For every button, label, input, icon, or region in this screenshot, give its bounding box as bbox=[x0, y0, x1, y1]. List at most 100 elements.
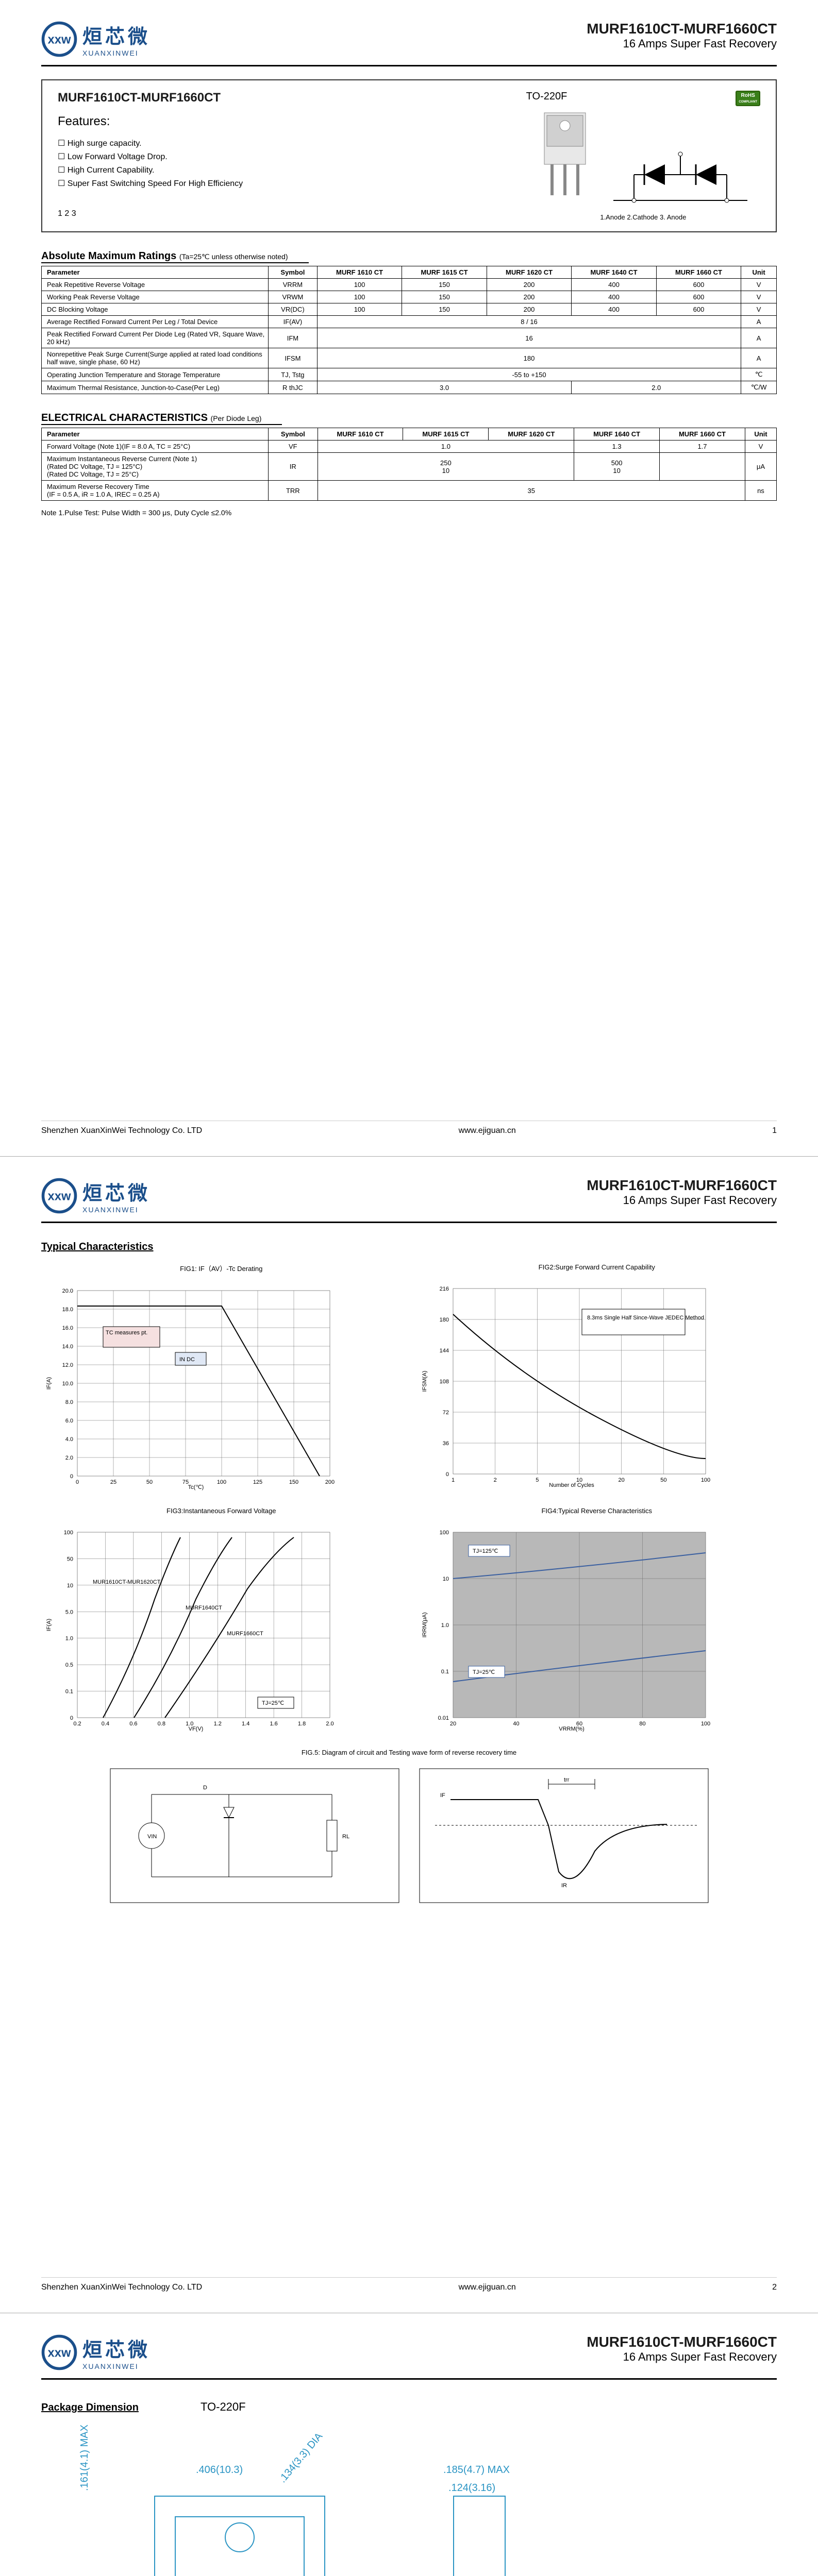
brand-en: XUANXINWEI bbox=[82, 1206, 151, 1214]
table-row: DC Blocking VoltageVR(DC)100150200400600… bbox=[42, 303, 777, 316]
logo: xxw 烜芯微 XUANXINWEI bbox=[41, 1177, 151, 1214]
svg-text:216: 216 bbox=[439, 1286, 448, 1292]
svg-text:40: 40 bbox=[513, 1721, 519, 1727]
abs-max-title: Absolute Maximum Ratings bbox=[41, 250, 176, 262]
page-footer: Shenzhen XuanXinWei Technology Co. LTD w… bbox=[41, 2277, 777, 2292]
svg-text:0.5: 0.5 bbox=[65, 1662, 73, 1668]
pin-numbers: 1 2 3 bbox=[58, 209, 526, 218]
svg-text:xxw: xxw bbox=[48, 2346, 71, 2360]
svg-text:0.2: 0.2 bbox=[73, 1721, 81, 1727]
svg-text:2: 2 bbox=[493, 1477, 496, 1483]
brand-cn: 烜芯微 bbox=[82, 2334, 151, 2362]
subtitle: 16 Amps Super Fast Recovery bbox=[587, 1194, 777, 1207]
feature-item: Low Forward Voltage Drop. bbox=[58, 151, 526, 162]
svg-text:IF(A): IF(A) bbox=[46, 1377, 52, 1389]
svg-text:.406(10.3): .406(10.3) bbox=[196, 2464, 243, 2476]
fig4-chart: FIG4:Typical Reverse Characteristics 20 4… bbox=[417, 1507, 777, 1733]
pin-caption: 1.Anode 2.Cathode 3. Anode bbox=[526, 213, 760, 221]
svg-text:2.0: 2.0 bbox=[65, 1455, 73, 1461]
svg-text:100: 100 bbox=[700, 1721, 710, 1727]
package-drawing: PIN1 2 3 .161(4.1) MAX .406(10.3) .134(3… bbox=[41, 2424, 711, 2576]
svg-text:.161(4.1) MAX: .161(4.1) MAX bbox=[79, 2425, 90, 2491]
svg-text:0: 0 bbox=[70, 1473, 73, 1480]
svg-text:D: D bbox=[203, 1785, 207, 1791]
svg-text:5.0: 5.0 bbox=[65, 1609, 73, 1615]
fig1-title: FIG1: IF（AV）-Tc Derating bbox=[41, 1263, 402, 1273]
svg-text:RL: RL bbox=[342, 1834, 349, 1840]
svg-text:20.0: 20.0 bbox=[62, 1288, 73, 1294]
svg-text:.124(3.16): .124(3.16) bbox=[448, 2482, 495, 2494]
svg-text:0.4: 0.4 bbox=[102, 1721, 109, 1727]
abs-col: MURF 1640 CT bbox=[572, 266, 656, 279]
package-label: TO-220F bbox=[526, 91, 567, 103]
table-row: Nonrepetitive Peak Surge Current(Surge a… bbox=[42, 348, 777, 368]
page-number: 1 bbox=[772, 1126, 777, 1136]
elec-col: MURF 1660 CT bbox=[660, 428, 745, 440]
svg-text:150: 150 bbox=[289, 1479, 298, 1485]
brand-en: XUANXINWEI bbox=[82, 2362, 151, 2370]
svg-text:0.1: 0.1 bbox=[441, 1669, 448, 1675]
abs-col: Unit bbox=[741, 266, 777, 279]
fig5: FIG.5: Diagram of circuit and Testing wa… bbox=[41, 1749, 777, 1916]
svg-text:4.0: 4.0 bbox=[65, 1436, 73, 1443]
page-number: 2 bbox=[772, 2283, 777, 2292]
svg-text:100: 100 bbox=[439, 1530, 448, 1536]
svg-text:5: 5 bbox=[536, 1477, 539, 1483]
fig3-chart: FIG3:Instantaneous Forward Voltage 0.20.… bbox=[41, 1507, 402, 1733]
svg-text:0: 0 bbox=[76, 1479, 79, 1485]
svg-text:MUR1610CT-MUR1620CT: MUR1610CT-MUR1620CT bbox=[93, 1579, 161, 1585]
svg-text:80: 80 bbox=[639, 1721, 645, 1727]
brand-cn: 烜芯微 bbox=[82, 1177, 151, 1206]
header-title: MURF1610CT-MURF1660CT 16 Amps Super Fast… bbox=[587, 21, 777, 50]
fig5-diagram: VIN D RL IF IR trr bbox=[100, 1758, 719, 1913]
svg-text:VF(V): VF(V) bbox=[189, 1726, 204, 1732]
brand-icon: xxw bbox=[41, 1178, 77, 1214]
svg-text:VIN: VIN bbox=[147, 1834, 157, 1840]
fig4-title: FIG4:Typical Reverse Characteristics bbox=[417, 1507, 777, 1515]
feature-item: High surge capacity. bbox=[58, 138, 526, 148]
svg-text:IRRM(μA): IRRM(μA) bbox=[422, 1612, 428, 1637]
svg-text:Number of Cycles: Number of Cycles bbox=[549, 1482, 594, 1488]
svg-text:36: 36 bbox=[442, 1440, 448, 1447]
elec-col: Parameter bbox=[42, 428, 269, 440]
page-2: xxw 烜芯微 XUANXINWEI MURF1610CT-MURF1660CT… bbox=[0, 1157, 818, 2313]
svg-text:trr: trr bbox=[564, 1777, 570, 1783]
svg-text:100: 100 bbox=[64, 1530, 73, 1536]
svg-text:8.0: 8.0 bbox=[65, 1399, 73, 1405]
svg-text:xxw: xxw bbox=[48, 1189, 71, 1203]
svg-text:0.6: 0.6 bbox=[129, 1721, 137, 1727]
diode-schematic-icon bbox=[603, 149, 758, 211]
svg-text:Tc(℃): Tc(℃) bbox=[188, 1484, 204, 1490]
svg-text:50: 50 bbox=[660, 1477, 666, 1483]
svg-text:10: 10 bbox=[67, 1583, 73, 1589]
svg-text:IFSM(A): IFSM(A) bbox=[422, 1371, 428, 1392]
elec-table: ParameterSymbolMURF 1610 CTMURF 1615 CTM… bbox=[41, 428, 777, 501]
abs-max-note: (Ta=25℃ unless otherwise noted) bbox=[179, 252, 288, 261]
brand-en: XUANXINWEI bbox=[82, 49, 151, 57]
subtitle: 16 Amps Super Fast Recovery bbox=[587, 2350, 777, 2364]
svg-text:MURF1660CT: MURF1660CT bbox=[227, 1631, 263, 1637]
brand-icon: xxw bbox=[41, 21, 77, 57]
svg-text:1: 1 bbox=[451, 1477, 454, 1483]
pkg-dim-heading: Package Dimension bbox=[41, 2402, 139, 2414]
svg-text:144: 144 bbox=[439, 1348, 448, 1354]
header: xxw 烜芯微 XUANXINWEI MURF1610CT-MURF1660CT… bbox=[41, 21, 777, 66]
svg-text:0.8: 0.8 bbox=[158, 1721, 165, 1727]
table-row: Operating Junction Temperature and Stora… bbox=[42, 368, 777, 381]
svg-text:72: 72 bbox=[442, 1410, 448, 1416]
svg-text:1.2: 1.2 bbox=[214, 1721, 222, 1727]
svg-text:108: 108 bbox=[439, 1379, 448, 1385]
part-no: MURF1610CT-MURF1660CT bbox=[587, 21, 777, 37]
svg-text:0: 0 bbox=[70, 1715, 73, 1721]
svg-text:MURF1640CT: MURF1640CT bbox=[186, 1605, 222, 1611]
page-3: xxw 烜芯微 XUANXINWEI MURF1610CT-MURF1660CT… bbox=[0, 2313, 818, 2576]
table-row: Forward Voltage (Note 1)(IF = 8.0 A, TC … bbox=[42, 440, 777, 453]
fig2-title: FIG2:Surge Forward Current Capability bbox=[417, 1263, 777, 1271]
svg-text:10.0: 10.0 bbox=[62, 1381, 73, 1387]
brand-cn: 烜芯微 bbox=[82, 21, 151, 49]
svg-text:20: 20 bbox=[449, 1721, 456, 1727]
svg-text:10: 10 bbox=[442, 1576, 448, 1582]
svg-text:50: 50 bbox=[146, 1479, 153, 1485]
table-row: Average Rectified Forward Current Per Le… bbox=[42, 316, 777, 328]
svg-text:1.0: 1.0 bbox=[441, 1622, 448, 1629]
